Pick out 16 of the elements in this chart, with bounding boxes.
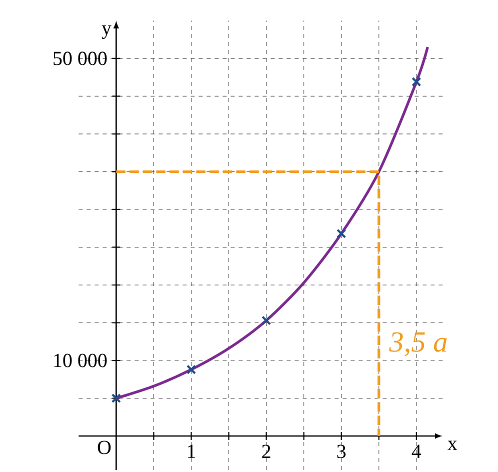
x-tick-label: 3 bbox=[337, 444, 346, 458]
annotation: 3,5 a bbox=[389, 332, 447, 356]
y-tick-label: 10 000 bbox=[54, 354, 107, 368]
point bbox=[111, 393, 122, 404]
x-tick-label: 4 bbox=[412, 444, 422, 458]
y-axis-title: y bbox=[102, 25, 112, 39]
x-tick-label: 1 bbox=[188, 444, 196, 458]
x-tick-label: 2 bbox=[262, 444, 270, 458]
point bbox=[186, 364, 196, 374]
point bbox=[261, 316, 272, 326]
y-tick-label: 50 000 bbox=[54, 52, 107, 66]
point bbox=[412, 76, 422, 87]
annotation: O bbox=[98, 440, 111, 454]
point bbox=[336, 228, 346, 238]
line-series bbox=[114, 46, 429, 400]
x-axis-title: x bbox=[448, 440, 458, 450]
